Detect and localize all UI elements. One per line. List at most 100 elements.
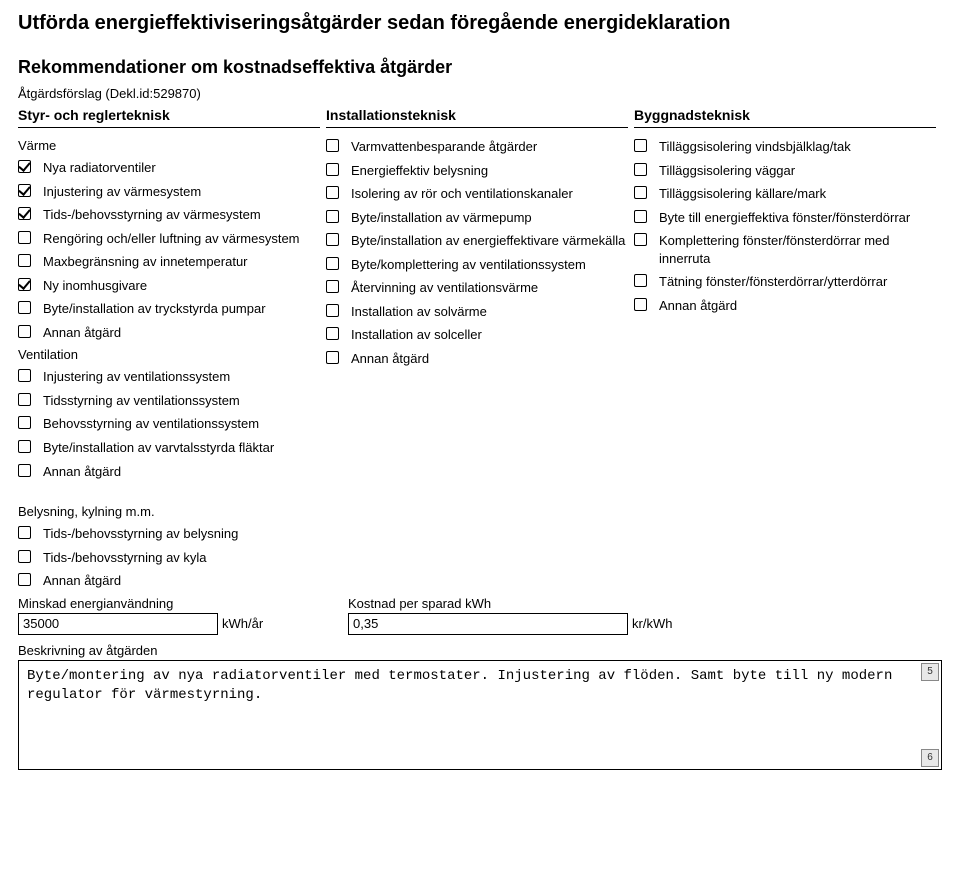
col-header-byggnad: Byggnadsteknisk — [634, 107, 936, 128]
field-minskad-input[interactable] — [18, 613, 218, 635]
checkbox-item: Tilläggsisolering vindsbjälklag/tak — [634, 138, 936, 156]
checkbox-label: Injustering av värmesystem — [43, 183, 320, 201]
desc-text: Byte/montering av nya radiatorventiler m… — [27, 668, 892, 703]
desc-textarea[interactable]: Byte/montering av nya radiatorventiler m… — [18, 660, 942, 770]
checkbox[interactable] — [18, 573, 31, 586]
checkbox-item: Annan åtgärd — [326, 350, 628, 368]
checkbox[interactable] — [18, 207, 31, 220]
col-installation: Installationsteknisk Varmvattenbesparand… — [326, 107, 634, 486]
field-kostnad-unit: kr/kWh — [632, 616, 672, 631]
group-heading: Ventilation — [18, 347, 320, 362]
bottom-section: Belysning, kylning m.m. Tids-/behovsstyr… — [18, 504, 942, 770]
checkbox-item: Varmvattenbesparande åtgärder — [326, 138, 628, 156]
checkbox[interactable] — [634, 274, 647, 287]
checkbox[interactable] — [326, 163, 339, 176]
checkbox-label: Tilläggsisolering väggar — [659, 162, 936, 180]
checkbox-label: Byte/installation av tryckstyrda pumpar — [43, 300, 320, 318]
checkbox[interactable] — [326, 139, 339, 152]
scroll-down-button[interactable]: 6 — [921, 749, 939, 767]
checkbox[interactable] — [634, 298, 647, 311]
checkbox[interactable] — [18, 393, 31, 406]
checkbox-label: Tilläggsisolering källare/mark — [659, 185, 936, 203]
checkbox-item: Byte/installation av värmepump — [326, 209, 628, 227]
checkbox[interactable] — [326, 351, 339, 364]
checkbox-label: Maxbegränsning av innetemperatur — [43, 253, 320, 271]
checkbox[interactable] — [18, 369, 31, 382]
checkbox[interactable] — [18, 526, 31, 539]
checkbox-item: Tids-/behovsstyrning av belysning — [18, 525, 942, 543]
checkbox-label: Varmvattenbesparande åtgärder — [351, 138, 628, 156]
checkbox-label: Återvinning av ventilationsvärme — [351, 279, 628, 297]
checkbox-item: Byte/installation av tryckstyrda pumpar — [18, 300, 320, 318]
checkbox[interactable] — [634, 210, 647, 223]
checkbox[interactable] — [18, 254, 31, 267]
checkbox-item: Tids-/behovsstyrning av kyla — [18, 549, 942, 567]
checkbox-label: Byte/komplettering av ventilationssystem — [351, 256, 628, 274]
checkbox-label: Ny inomhusgivare — [43, 277, 320, 295]
scroll-up-button[interactable]: 5 — [921, 663, 939, 681]
checkbox-label: Annan åtgärd — [351, 350, 628, 368]
checkbox[interactable] — [18, 464, 31, 477]
checkbox-item: Byte/installation av energieffektivare v… — [326, 232, 628, 250]
col-header-styr: Styr- och reglerteknisk — [18, 107, 320, 128]
checkbox-label: Byte/installation av energieffektivare v… — [351, 232, 628, 250]
checkbox-item: Tilläggsisolering källare/mark — [634, 185, 936, 203]
checkbox-item: Byte till energieffektiva fönster/fönste… — [634, 209, 936, 227]
checkbox[interactable] — [326, 304, 339, 317]
checkbox-item: Behovsstyrning av ventilationssystem — [18, 415, 320, 433]
checkbox-item: Byte/komplettering av ventilationssystem — [326, 256, 628, 274]
checkbox-label: Injustering av ventilationssystem — [43, 368, 320, 386]
checkbox[interactable] — [634, 163, 647, 176]
checkbox[interactable] — [18, 325, 31, 338]
fields-row: Minskad energianvändning kWh/år Kostnad … — [18, 596, 942, 635]
field-minskad-unit: kWh/år — [222, 616, 263, 631]
checkbox[interactable] — [18, 550, 31, 563]
field-minskad: Minskad energianvändning kWh/år — [18, 596, 348, 635]
checkbox-label: Annan åtgärd — [43, 324, 320, 342]
checkbox-label: Rengöring och/eller luftning av värmesys… — [43, 230, 320, 248]
checkbox-item: Ny inomhusgivare — [18, 277, 320, 295]
checkbox-label: Energieffektiv belysning — [351, 162, 628, 180]
checkbox-label: Tids-/behovsstyrning av kyla — [43, 549, 942, 567]
checkbox-label: Tilläggsisolering vindsbjälklag/tak — [659, 138, 936, 156]
checkbox[interactable] — [634, 186, 647, 199]
checkbox[interactable] — [326, 186, 339, 199]
checkbox-label: Isolering av rör och ventilationskanaler — [351, 185, 628, 203]
checkbox-label: Byte till energieffektiva fönster/fönste… — [659, 209, 936, 227]
checkbox-item: Isolering av rör och ventilationskanaler — [326, 185, 628, 203]
checkbox[interactable] — [326, 280, 339, 293]
checkbox[interactable] — [326, 233, 339, 246]
bottom-heading: Belysning, kylning m.m. — [18, 504, 942, 519]
checkbox-item: Tids-/behovsstyrning av värmesystem — [18, 206, 320, 224]
checkbox[interactable] — [326, 257, 339, 270]
checkbox-label: Installation av solceller — [351, 326, 628, 344]
group-heading: Värme — [18, 138, 320, 153]
checkbox-item: Annan åtgärd — [18, 463, 320, 481]
checkbox[interactable] — [18, 301, 31, 314]
checkbox-label: Byte/installation av värmepump — [351, 209, 628, 227]
checkbox-item: Tidsstyrning av ventilationssystem — [18, 392, 320, 410]
checkbox-item: Rengöring och/eller luftning av värmesys… — [18, 230, 320, 248]
checkbox-item: Nya radiatorventiler — [18, 159, 320, 177]
checkbox-item: Installation av solvärme — [326, 303, 628, 321]
checkbox[interactable] — [18, 278, 31, 291]
col-byggnad: Byggnadsteknisk Tilläggsisolering vindsb… — [634, 107, 942, 486]
checkbox-label: Byte/installation av varvtalsstyrda fläk… — [43, 439, 320, 457]
checkbox[interactable] — [634, 139, 647, 152]
checkbox[interactable] — [326, 210, 339, 223]
checkbox[interactable] — [18, 160, 31, 173]
checkbox-item: Maxbegränsning av innetemperatur — [18, 253, 320, 271]
checkbox[interactable] — [634, 233, 647, 246]
checkbox-item: Annan åtgärd — [634, 297, 936, 315]
checkbox[interactable] — [18, 416, 31, 429]
checkbox[interactable] — [18, 231, 31, 244]
checkbox-item: Tätning fönster/fönsterdörrar/ytterdörra… — [634, 273, 936, 291]
checkbox-label: Annan åtgärd — [659, 297, 936, 315]
checkbox-item: Byte/installation av varvtalsstyrda fläk… — [18, 439, 320, 457]
checkbox[interactable] — [18, 184, 31, 197]
checkbox-label: Annan åtgärd — [43, 572, 942, 590]
checkbox[interactable] — [18, 440, 31, 453]
checkbox[interactable] — [326, 327, 339, 340]
col-header-installation: Installationsteknisk — [326, 107, 628, 128]
field-kostnad-input[interactable] — [348, 613, 628, 635]
